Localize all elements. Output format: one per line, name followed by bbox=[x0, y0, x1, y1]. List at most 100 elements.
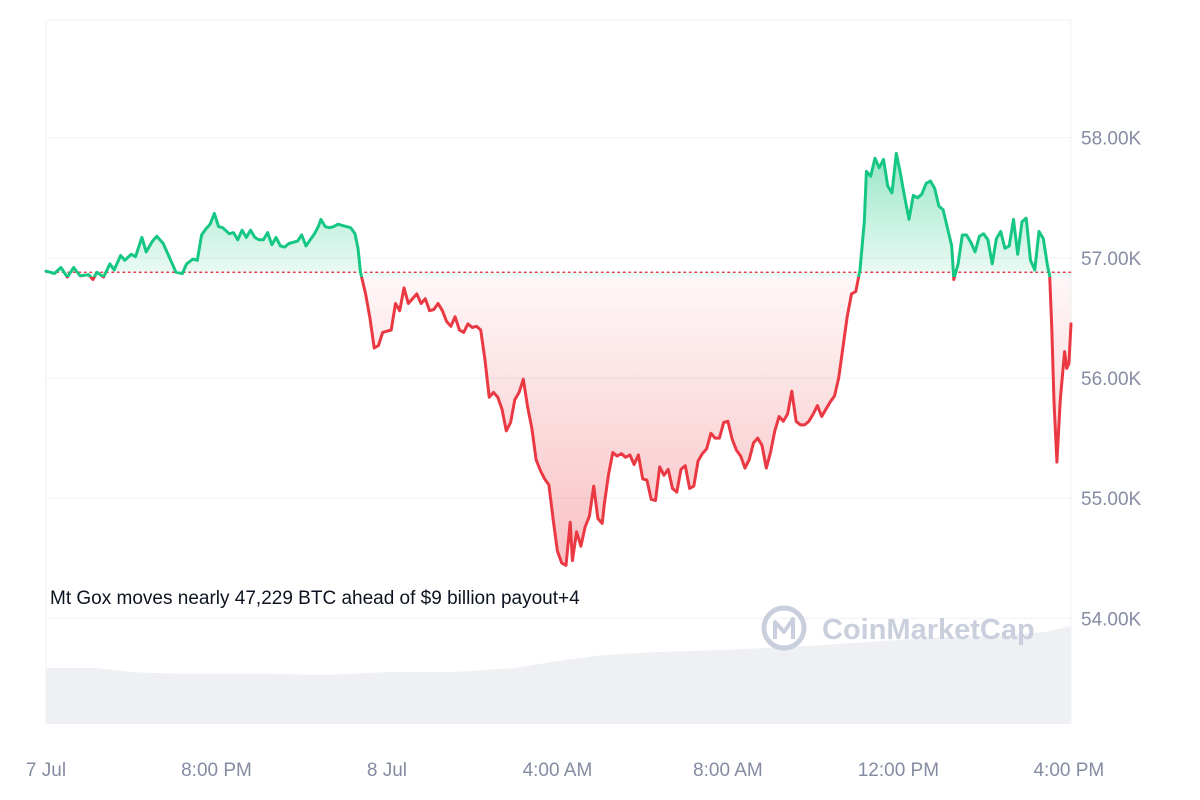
volume-bar bbox=[387, 672, 392, 724]
volume-bar bbox=[989, 636, 994, 724]
x-tick-label: 4:00 AM bbox=[523, 760, 593, 781]
volume-bar bbox=[572, 658, 577, 724]
area-below-baseline bbox=[67, 277, 1071, 566]
volume-bar bbox=[255, 673, 260, 724]
volume-bar bbox=[519, 666, 524, 724]
x-tick-label: 8:00 PM bbox=[181, 760, 252, 781]
volume-bar bbox=[836, 643, 841, 724]
volume-bar bbox=[412, 672, 417, 724]
volume-bar bbox=[576, 658, 581, 724]
volume-bar bbox=[81, 668, 86, 724]
volume-bar bbox=[56, 668, 61, 724]
volume-bar bbox=[444, 672, 449, 724]
volume-bar bbox=[654, 652, 659, 724]
volume-bar bbox=[448, 672, 453, 724]
volume-bar bbox=[394, 672, 399, 724]
volume-bar bbox=[917, 638, 922, 724]
volume-bar bbox=[558, 660, 563, 724]
volume-bar bbox=[142, 672, 147, 724]
volume-bar bbox=[978, 636, 983, 724]
volume-bar bbox=[177, 673, 182, 724]
volume-bar bbox=[273, 673, 278, 724]
volume-bar bbox=[554, 661, 559, 724]
volume-bar bbox=[451, 672, 456, 724]
volume-bar bbox=[601, 655, 606, 724]
volume-bar bbox=[167, 673, 171, 724]
volume-bar bbox=[202, 673, 207, 724]
volume-bar bbox=[999, 635, 1004, 724]
volume-bar bbox=[117, 670, 122, 724]
volume-bar bbox=[985, 636, 990, 724]
volume-bar bbox=[366, 673, 371, 724]
volume-bar bbox=[729, 649, 734, 724]
volume-bar bbox=[213, 673, 218, 724]
volume-bar bbox=[1035, 632, 1040, 724]
volume-bar bbox=[626, 653, 631, 724]
volume-bar bbox=[828, 644, 833, 724]
volume-bar bbox=[942, 637, 947, 724]
volume-bar bbox=[658, 652, 663, 724]
volume-bar bbox=[839, 643, 844, 724]
volume-bar bbox=[732, 649, 737, 724]
volume-bar bbox=[441, 672, 446, 724]
volume-bar bbox=[743, 648, 748, 724]
volume-bar bbox=[369, 672, 374, 724]
volume-bar bbox=[85, 668, 90, 724]
volume-bar bbox=[690, 650, 695, 724]
volume-bar bbox=[882, 640, 887, 724]
coinmarketcap-logo-icon bbox=[761, 605, 807, 651]
volume-bar bbox=[533, 664, 538, 724]
volume-bar bbox=[779, 647, 784, 724]
volume-bar bbox=[928, 637, 933, 724]
volume-bar bbox=[1063, 627, 1068, 724]
news-annotation[interactable]: Mt Gox moves nearly 47,229 BTC ahead of … bbox=[50, 588, 580, 609]
volume-bar bbox=[885, 640, 890, 724]
volume-bar bbox=[1006, 635, 1011, 724]
volume-bar bbox=[640, 652, 645, 724]
volume-bar bbox=[1021, 634, 1026, 724]
volume-bar bbox=[120, 671, 125, 724]
volume-bar bbox=[583, 657, 588, 724]
volume-bar bbox=[67, 668, 72, 724]
volume-bar bbox=[562, 660, 567, 724]
volume-bar bbox=[722, 649, 727, 724]
volume-bars bbox=[46, 626, 1072, 724]
volume-bar bbox=[99, 668, 104, 724]
volume-bar bbox=[465, 671, 470, 724]
volume-bar bbox=[505, 668, 510, 724]
volume-bar bbox=[309, 674, 314, 724]
x-axis: 7 Jul 8:00 PM 8 Jul 4:00 AM 8:00 AM 12:00 PM 4… bbox=[26, 760, 1104, 781]
volume-bar bbox=[633, 653, 638, 724]
volume-bar bbox=[850, 643, 855, 724]
volume-bar bbox=[793, 646, 798, 724]
volume-bar bbox=[910, 639, 915, 724]
volume-bar bbox=[277, 674, 282, 724]
volume-bar bbox=[469, 670, 474, 724]
volume-bar bbox=[647, 652, 652, 724]
volume-bar bbox=[497, 668, 502, 724]
volume-bar bbox=[522, 666, 527, 724]
volume-bar bbox=[70, 668, 75, 724]
volume-bar bbox=[284, 674, 289, 724]
volume-bar bbox=[715, 650, 720, 724]
volume-bar bbox=[480, 670, 485, 724]
volume-bar bbox=[462, 671, 467, 724]
volume-bar bbox=[750, 648, 755, 724]
volume-bar bbox=[63, 668, 68, 724]
watermark-text: CoinMarketCap bbox=[822, 614, 1035, 646]
volume-bar bbox=[800, 646, 805, 724]
volume-bar bbox=[818, 645, 823, 724]
volume-bar bbox=[380, 672, 385, 724]
volume-bar bbox=[508, 668, 513, 724]
volume-bar bbox=[604, 654, 609, 724]
volume-bar bbox=[921, 638, 926, 724]
volume-bar bbox=[46, 668, 50, 724]
volume-bar bbox=[622, 653, 627, 724]
volume-bar bbox=[946, 637, 951, 724]
volume-bar bbox=[102, 668, 107, 724]
volume-bar bbox=[704, 650, 709, 724]
volume-bar bbox=[455, 671, 460, 724]
volume-bar bbox=[871, 641, 876, 724]
volume-bar bbox=[53, 668, 58, 724]
